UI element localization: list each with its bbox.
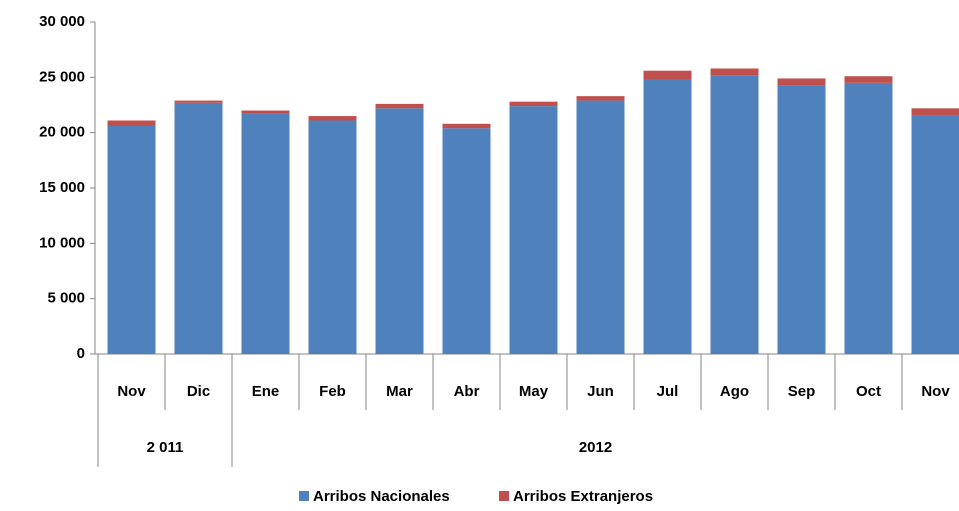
x-tick-label: Nov (117, 383, 146, 400)
bar-segment (107, 120, 156, 127)
bar-segment (107, 126, 156, 354)
bar-segment (509, 106, 558, 355)
y-tick-label: 10 000 (39, 234, 85, 251)
bar-segment (375, 108, 424, 354)
y-tick-label: 30 000 (39, 13, 85, 30)
group-label: 2 011 (147, 439, 184, 456)
bar-segment (509, 101, 558, 107)
x-tick-label: Jun (587, 383, 614, 400)
bar-segment (844, 82, 893, 354)
x-tick-label: Feb (319, 383, 346, 400)
y-tick-label: 15 000 (39, 179, 85, 196)
bar-segment (710, 68, 759, 76)
bar-segment (241, 110, 290, 114)
bar-segment (576, 96, 625, 101)
legend-swatch (299, 491, 309, 501)
x-tick-label: Dic (187, 383, 210, 400)
bar-segment (643, 70, 692, 80)
x-tick-label: Abr (454, 383, 480, 400)
bar-segment (844, 76, 893, 83)
y-tick-label: 0 (77, 345, 85, 362)
x-tick-label: Ene (252, 383, 280, 400)
x-tick-label: Nov (921, 383, 950, 400)
bar-segment (442, 128, 491, 354)
bar-segment (442, 123, 491, 129)
bar-segment (174, 100, 223, 103)
bar-segment (308, 120, 357, 354)
bar-segment (308, 116, 357, 121)
bar-segment (576, 100, 625, 354)
y-tick-label: 5 000 (47, 290, 85, 307)
y-tick-label: 20 000 (39, 124, 85, 141)
x-tick-label: Ago (720, 383, 749, 400)
group-label: 2012 (579, 439, 612, 456)
bar-segment (911, 114, 959, 355)
bar-segment (911, 108, 959, 115)
bar-segment (174, 102, 223, 354)
bar-segment (241, 113, 290, 354)
bar-segment (375, 103, 424, 109)
bar-segment (777, 78, 826, 86)
x-tick-label: Mar (386, 383, 413, 400)
x-tick-label: Oct (856, 383, 881, 400)
x-tick-label: Jul (657, 383, 679, 400)
y-tick-label: 25 000 (39, 68, 85, 85)
bar-segment (777, 85, 826, 354)
legend-label: Arribos Nacionales (313, 488, 450, 505)
x-tick-label: May (519, 383, 549, 400)
x-tick-label: Sep (788, 383, 816, 400)
legend-label: Arribos Extranjeros (513, 488, 653, 505)
legend-swatch (499, 491, 509, 501)
bar-segment (710, 75, 759, 355)
bar-segment (643, 79, 692, 355)
